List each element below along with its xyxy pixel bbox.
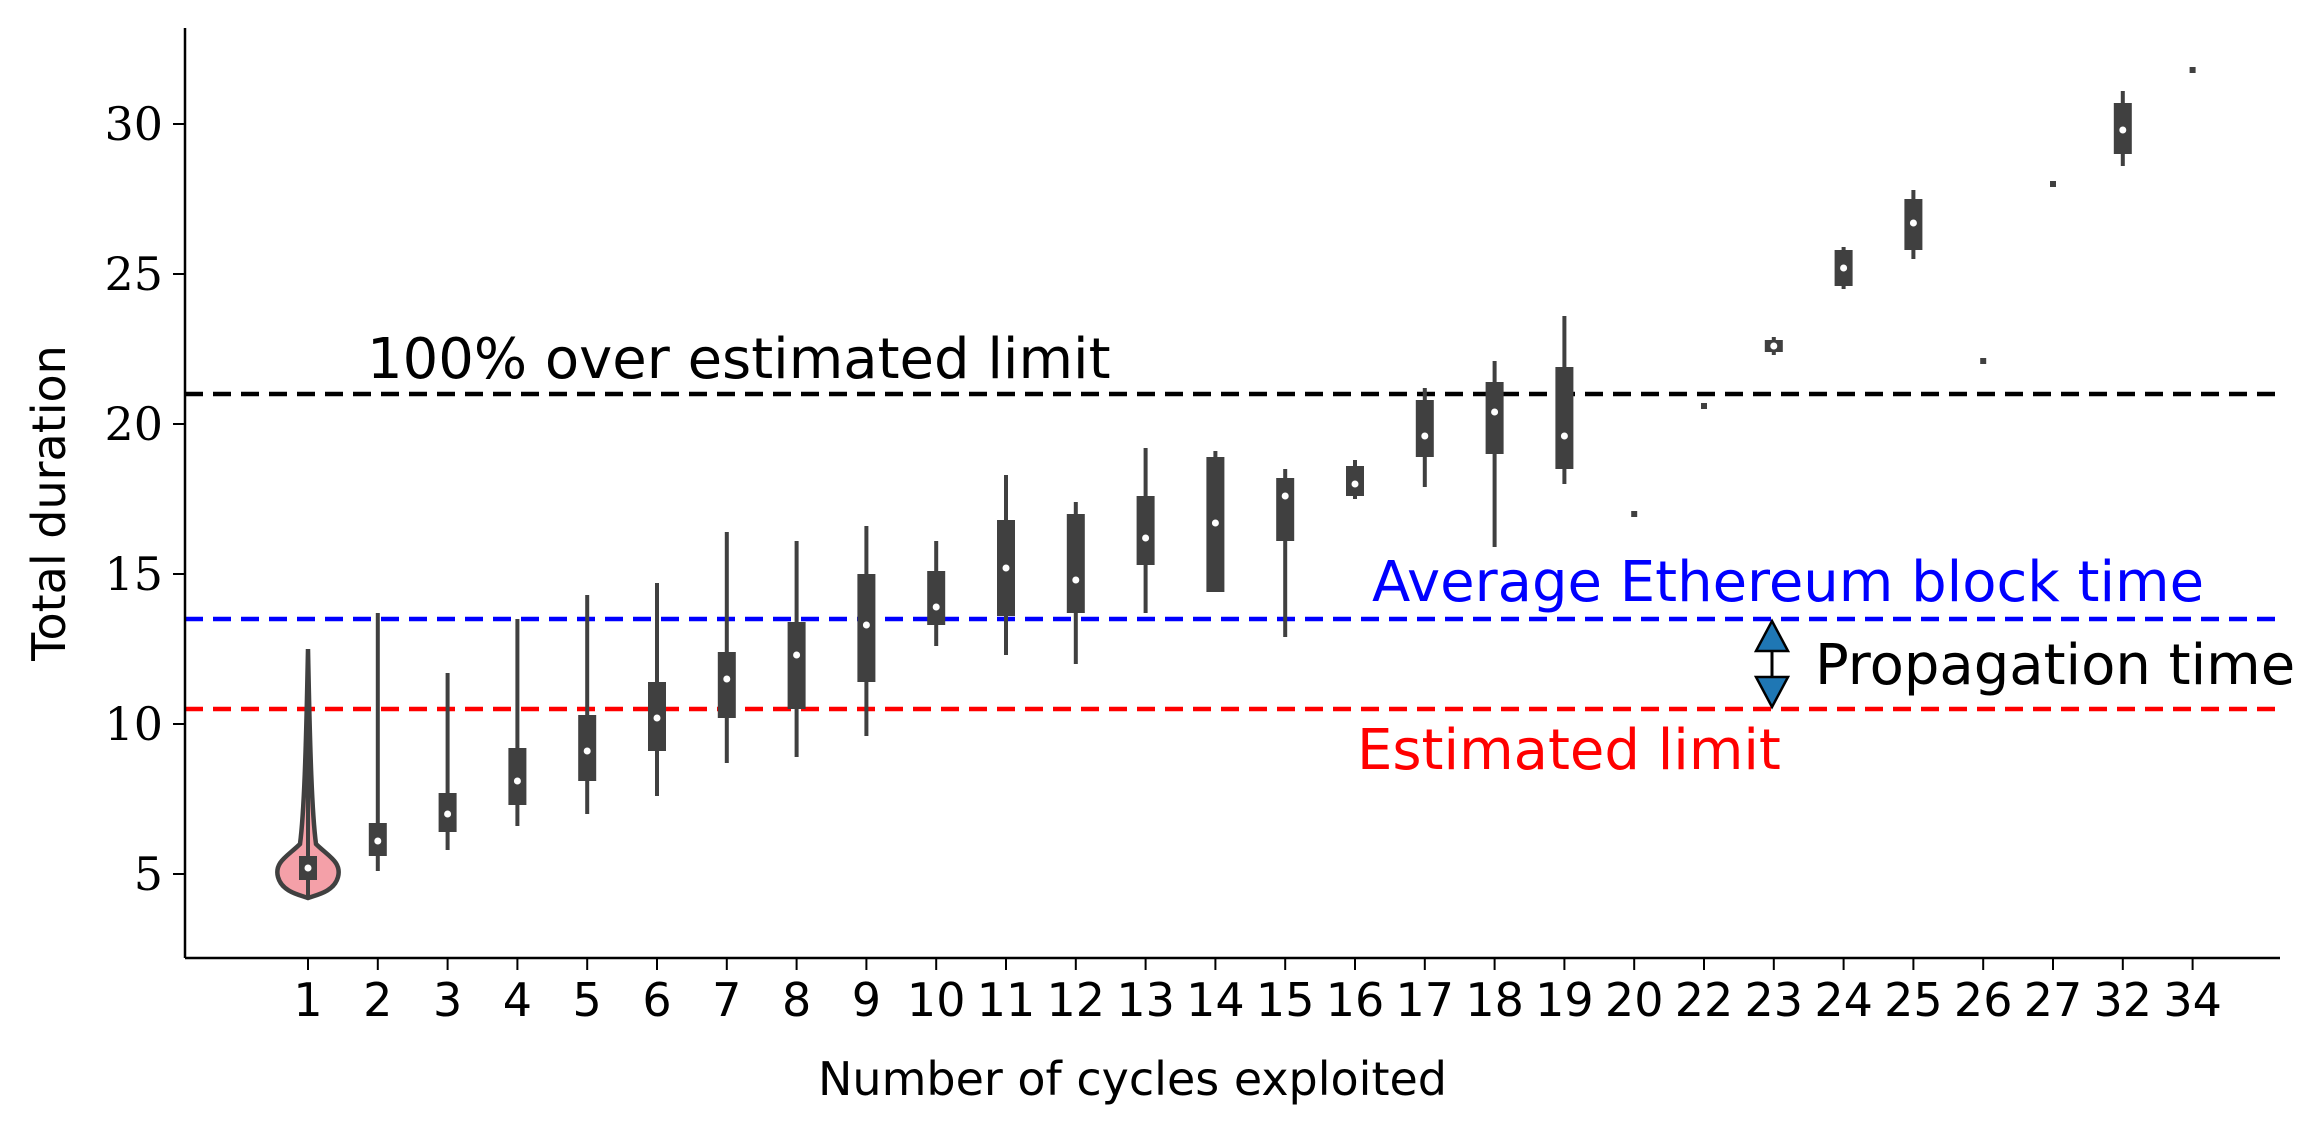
violin-iqr-box (1276, 478, 1295, 541)
violin-median-dot (374, 837, 382, 845)
y-tick-label: 30 (104, 97, 163, 151)
violin-median-dot (1002, 564, 1010, 572)
violin-median-dot (1421, 432, 1429, 440)
x-tick-label: 27 (2024, 973, 2083, 1027)
x-tick-label: 23 (1745, 973, 1804, 1027)
violin-median-dot (1072, 576, 1080, 584)
x-tick-label: 15 (1256, 973, 1315, 1027)
violin-median-dot (1142, 534, 1150, 542)
x-tick-label: 12 (1047, 973, 1106, 1027)
x-tick-label: 3 (433, 973, 462, 1027)
violin-iqr-box (1066, 514, 1085, 613)
x-tick-label: 8 (782, 973, 811, 1027)
violin-iqr-box (787, 622, 806, 709)
violin-iqr-box (1555, 367, 1574, 469)
x-tick-label: 9 (852, 973, 881, 1027)
y-tick-label: 15 (104, 547, 163, 601)
x-tick-label: 17 (1396, 973, 1455, 1027)
x-tick-label: 1 (293, 973, 322, 1027)
violin-iqr-box (717, 652, 736, 718)
violin-median-dot (1909, 219, 1917, 227)
x-tick-label: 11 (977, 973, 1036, 1027)
violin-median-dot (653, 714, 661, 722)
single-point-mark (2189, 67, 2196, 73)
violin-median-dot (444, 810, 452, 818)
violin-median-dot (2119, 126, 2127, 134)
propagation-arrow-head-down (1753, 675, 1791, 710)
single-point-mark (1980, 358, 1987, 364)
x-tick-label: 24 (1814, 973, 1873, 1027)
x-tick-label: 14 (1186, 973, 1245, 1027)
violin-iqr-box (927, 571, 946, 625)
violin-median-dot (723, 675, 731, 683)
violin-median-dot (932, 603, 940, 611)
x-tick-label: 34 (2163, 973, 2222, 1027)
x-tick-label: 16 (1326, 973, 1385, 1027)
x-tick-label: 10 (907, 973, 966, 1027)
reference-line-label: Average Ethereum block time (1372, 550, 2204, 615)
single-point-mark (1631, 511, 1638, 517)
violin-median-dot (1770, 342, 1778, 350)
x-tick-label: 2 (363, 973, 392, 1027)
violin-median-dot (1840, 264, 1848, 272)
annotations: 100% over estimated limit Average Ethereu… (367, 327, 2295, 783)
violin-median-dot (862, 621, 870, 629)
single-point-mark (2050, 181, 2056, 187)
propagation-time-label: Propagation time (1815, 633, 2295, 698)
x-tick-label: 6 (642, 973, 671, 1027)
violin-median-dot (304, 864, 312, 872)
y-tick-label: 10 (104, 697, 163, 751)
x-tick-label: 7 (712, 973, 741, 1027)
violin-iqr-box (508, 748, 527, 805)
x-tick-label: 32 (2094, 973, 2153, 1027)
violin-iqr-box (1485, 382, 1504, 454)
violin-median-dot (1351, 480, 1359, 488)
x-tick-label: 4 (503, 973, 532, 1027)
x-tick-label: 19 (1535, 973, 1594, 1027)
x-tick-label: 26 (1954, 973, 2013, 1027)
violin-median-dot (1281, 492, 1289, 500)
x-tick-label: 25 (1884, 973, 1943, 1027)
x-tick-label: 5 (573, 973, 602, 1027)
violin-iqr-box (1415, 400, 1434, 457)
violin-median-dot (1560, 432, 1568, 440)
reference-line-label: Estimated limit (1357, 718, 1781, 783)
x-tick-label: 18 (1465, 973, 1524, 1027)
violin-median-dot (513, 777, 521, 785)
reference-line-label: 100% over estimated limit (367, 327, 1111, 392)
violin-median-dot (1491, 408, 1499, 416)
x-tick-label: 20 (1605, 973, 1664, 1027)
y-tick-label: 20 (104, 397, 163, 451)
violin-median-dot (583, 747, 591, 755)
x-axis-label: Number of cycles exploited (818, 1052, 1447, 1106)
propagation-arrow-head-up (1753, 618, 1791, 653)
single-point-mark (1701, 403, 1707, 409)
x-tick-label: 13 (1116, 973, 1175, 1027)
reference-lines (185, 391, 2280, 712)
violin-iqr-box (1136, 496, 1155, 565)
y-tick-label: 25 (104, 247, 163, 301)
violin-series (275, 67, 2196, 901)
violin-median-dot (793, 651, 801, 659)
y-axis-label: Total duration (22, 345, 76, 662)
violin-median-dot (1211, 519, 1219, 527)
x-tick-label: 22 (1675, 973, 1734, 1027)
y-tick-label: 5 (134, 847, 163, 901)
